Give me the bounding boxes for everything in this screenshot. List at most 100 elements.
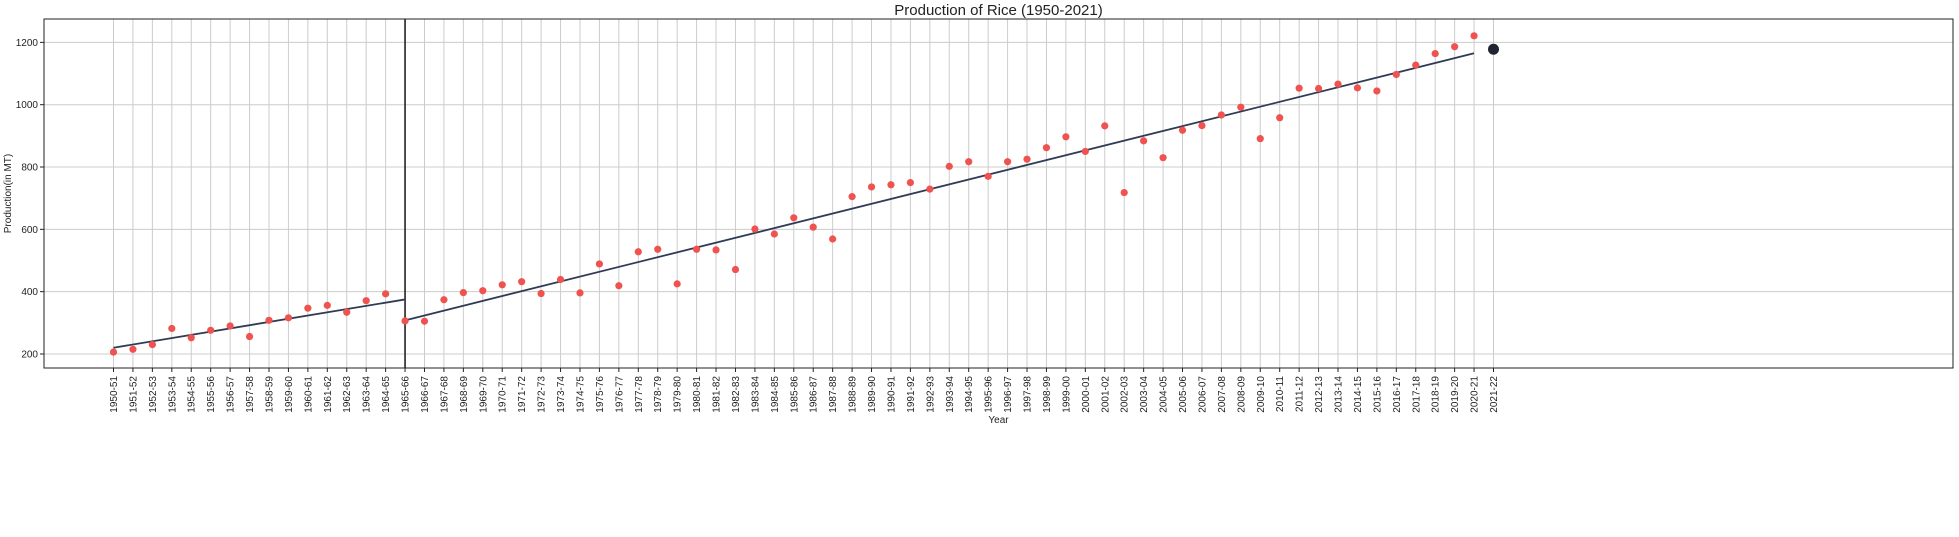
x-tick-label: 1981-82 (712, 376, 723, 413)
data-point (673, 280, 681, 288)
x-tick-label: 1977-78 (634, 376, 645, 413)
data-point (848, 193, 856, 201)
x-tick-label: 1987-88 (828, 376, 839, 413)
x-tick-label: 1982-83 (731, 376, 742, 413)
x-tick-label: 2020-21 (1470, 376, 1481, 413)
x-tick-label: 2018-19 (1431, 376, 1442, 413)
data-point (654, 245, 662, 253)
data-point (1276, 114, 1284, 122)
x-tick-label: 1992-93 (925, 376, 936, 413)
x-tick-label: 1966-67 (420, 376, 431, 413)
data-point (382, 290, 390, 298)
x-tick-label: 2016-17 (1392, 376, 1403, 413)
x-tick-label: 1967-68 (439, 376, 450, 413)
data-point (1314, 84, 1323, 93)
x-tick-label: 1958-59 (264, 376, 275, 413)
forecast-point (1488, 43, 1499, 55)
data-point (479, 287, 487, 295)
x-tick-label: 2005-06 (1178, 376, 1189, 413)
x-tick-label: 1965-66 (401, 376, 412, 413)
x-tick-label: 1984-85 (770, 376, 781, 413)
data-point (226, 322, 234, 330)
data-point (1042, 144, 1051, 152)
y-axis-title: Production(in MT) (3, 154, 14, 233)
data-point (459, 288, 467, 297)
x-tick-label: 1976-77 (614, 376, 625, 413)
x-tick-label: 1999-00 (1061, 376, 1072, 413)
x-tick-label: 2017-18 (1411, 376, 1422, 413)
data-point (1023, 155, 1031, 163)
y-tick-label: 600 (21, 225, 38, 236)
x-tick-label: 1959-60 (284, 376, 295, 413)
data-point (887, 181, 895, 189)
y-tick-label: 800 (21, 163, 38, 174)
x-tick-label: 1970-71 (498, 376, 509, 413)
data-point (790, 214, 798, 222)
data-point (187, 334, 195, 342)
trend-line (404, 52, 1475, 322)
x-tick-label: 2002-03 (1120, 376, 1131, 413)
data-point (420, 317, 429, 325)
x-tick-label: 1969-70 (478, 376, 489, 413)
x-tick-label: 1979-80 (673, 376, 684, 413)
data-point (1081, 147, 1089, 156)
data-point (1295, 84, 1303, 92)
x-tick-label: 1964-65 (381, 376, 392, 413)
y-tick-label: 200 (21, 349, 38, 360)
data-point (1003, 158, 1012, 166)
x-tick-label: 1980-81 (692, 376, 703, 413)
trend-lines (113, 19, 1475, 368)
x-tick-label: 1986-87 (809, 376, 820, 413)
data-point (207, 326, 215, 334)
x-tick-label: 2015-16 (1372, 376, 1383, 413)
data-point (731, 265, 740, 274)
x-tick-label: 1990-91 (886, 376, 897, 413)
x-tick-label: 2009-10 (1256, 376, 1267, 413)
x-tick-label: 1983-84 (750, 376, 761, 413)
x-axis-title: Year (988, 415, 1009, 426)
data-point (556, 275, 565, 284)
x-tick-label: 1961-62 (323, 376, 334, 413)
data-point (1470, 32, 1478, 40)
data-point (595, 260, 604, 268)
data-point (809, 223, 817, 231)
x-tick-label: 2001-02 (1100, 376, 1111, 413)
data-point (284, 314, 293, 322)
x-tick-label: 1975-76 (595, 376, 606, 413)
data-points (109, 32, 1499, 356)
data-point (343, 308, 351, 316)
x-tick-label: 1993-94 (945, 376, 956, 413)
x-tick-label: 2003-04 (1139, 376, 1150, 413)
data-point (1392, 70, 1400, 79)
data-point (634, 248, 642, 256)
data-point (362, 297, 370, 305)
data-point (1120, 188, 1128, 197)
x-tick-label: 1962-63 (342, 376, 353, 413)
x-tick-label: 1952-53 (148, 376, 159, 413)
x-tick-label: 2007-08 (1217, 376, 1228, 413)
x-tick-label: 1996-97 (1003, 376, 1014, 413)
y-tick-label: 1200 (16, 38, 39, 49)
x-tick-label: 2010-11 (1275, 376, 1286, 412)
data-point (906, 178, 915, 187)
grid-lines (44, 19, 1953, 368)
data-point (168, 324, 176, 333)
data-point (498, 281, 506, 289)
x-tick-label: 1998-99 (1042, 376, 1053, 413)
data-point (1101, 122, 1109, 130)
x-tick-label: 1985-86 (789, 376, 800, 413)
x-tick-label: 2008-09 (1236, 376, 1247, 413)
data-point (751, 225, 759, 233)
data-point (265, 316, 273, 324)
data-point (770, 230, 778, 238)
data-point (440, 296, 448, 304)
data-point (1256, 135, 1264, 143)
data-point (245, 332, 254, 341)
data-point (537, 289, 545, 298)
x-tick-label: 1997-98 (1023, 376, 1034, 413)
data-point (1062, 133, 1070, 141)
data-point (1412, 61, 1420, 69)
data-point (692, 245, 701, 253)
x-tick-label: 1995-96 (984, 376, 995, 413)
